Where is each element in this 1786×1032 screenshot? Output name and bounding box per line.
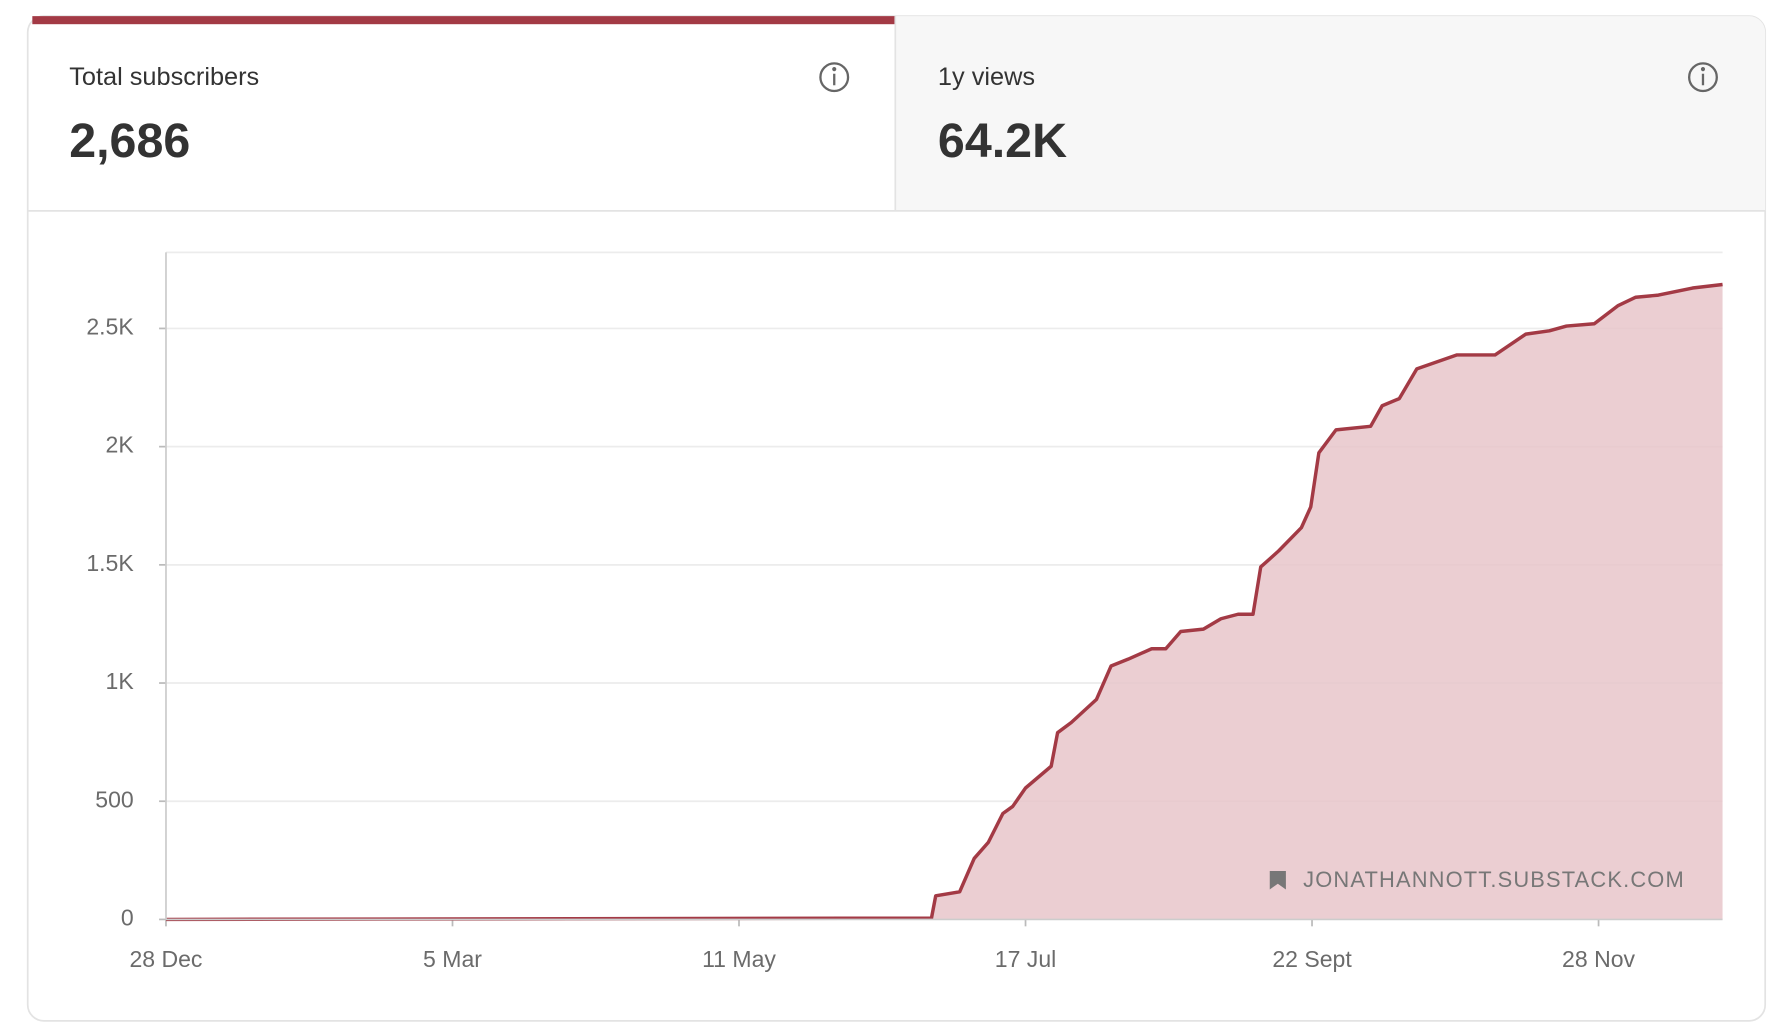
x-tick-label: 28 Nov — [1562, 946, 1635, 972]
tab-background[interactable] — [895, 16, 1766, 211]
area-fill — [165, 284, 1723, 920]
y-tick-label: 2K — [106, 432, 135, 458]
tab-label[interactable]: Total subscribers — [69, 63, 259, 91]
x-tick-label: 5 Mar — [423, 946, 482, 972]
watermark: JONATHANNOTT.SUBSTACK.COM — [1303, 867, 1685, 892]
x-tick-label: 28 Dec — [129, 946, 202, 972]
info-icon[interactable] — [1687, 62, 1718, 93]
x-tick-label: 22 Sept — [1272, 946, 1352, 972]
tab-value: 64.2K — [938, 114, 1067, 168]
y-tick-label: 1K — [106, 668, 135, 694]
watermark-icon — [1269, 871, 1286, 890]
tab-label[interactable]: 1y views — [938, 63, 1035, 91]
active-tab-bar — [32, 16, 896, 25]
y-tick-label: 0 — [121, 905, 134, 931]
line — [165, 282, 1723, 922]
y-tick-label: 500 — [95, 786, 133, 812]
tab-value: 2,686 — [69, 114, 190, 168]
info-icon[interactable] — [819, 62, 850, 93]
x-tick-label: 17 Jul — [995, 946, 1056, 972]
y-tick-label: 2.5K — [86, 314, 134, 340]
plot: 0 500 1K 1.5K 2K 2.5K 28 Dec 5 Mar 11 May 17 Jul 2… — [86, 251, 1723, 972]
y-tick-label: 1.5K — [86, 550, 134, 576]
x-tick-label: 11 May — [702, 946, 776, 972]
